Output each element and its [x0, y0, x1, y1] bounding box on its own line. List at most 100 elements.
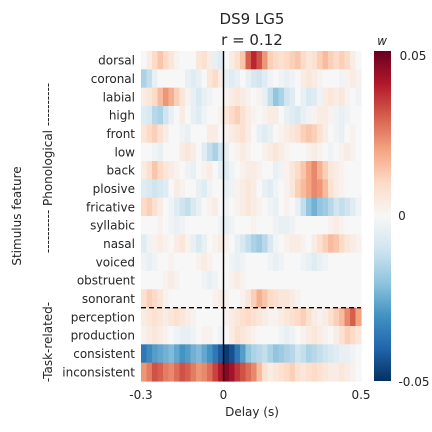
- heatmap-cell: [163, 51, 170, 70]
- heatmap-cell: [344, 124, 351, 144]
- heatmap-cell: [344, 69, 351, 89]
- heatmap-cell: [218, 344, 225, 364]
- heatmap-cell: [174, 326, 181, 345]
- heatmap-cell: [168, 234, 175, 254]
- heatmap-cell: [245, 344, 252, 364]
- heatmap-cell: [141, 197, 148, 217]
- heatmap-cell: [339, 362, 346, 382]
- heatmap-cell: [333, 344, 340, 364]
- heatmap-cell: [157, 362, 164, 382]
- heatmap-cell: [273, 124, 280, 144]
- heatmap-cell: [350, 87, 357, 107]
- heatmap-cell: [339, 326, 346, 345]
- heatmap-cell: [350, 124, 357, 144]
- heatmap-cell: [355, 179, 362, 199]
- heatmap-cell: [168, 179, 175, 199]
- heatmap-cell: [339, 87, 346, 107]
- heatmap-cell: [295, 271, 302, 290]
- heatmap-cell: [207, 344, 214, 364]
- heatmap-cell: [300, 179, 307, 199]
- heatmap-cell: [141, 307, 148, 327]
- heatmap-cell: [141, 179, 148, 199]
- heatmap-cell: [212, 234, 219, 254]
- heatmap-cell: [311, 326, 318, 345]
- heatmap-cell: [229, 252, 236, 272]
- heatmap-cell: [289, 142, 296, 162]
- heatmap-cell: [190, 179, 197, 199]
- heatmap-cell: [240, 307, 247, 327]
- heatmap-cell: [355, 142, 362, 162]
- heatmap-cell: [251, 307, 258, 327]
- heatmap-cell: [223, 51, 230, 70]
- heatmap-cell: [152, 197, 159, 217]
- heatmap-cell: [355, 234, 362, 254]
- x-tick-label: 0: [220, 388, 228, 402]
- heatmap-cell: [273, 252, 280, 272]
- heatmap-cell: [141, 362, 148, 382]
- heatmap-cell: [234, 271, 241, 290]
- heatmap-cell: [207, 106, 214, 125]
- heatmap-cell: [168, 161, 175, 180]
- heatmap-cell: [262, 142, 269, 162]
- heatmap-cell: [306, 307, 313, 327]
- heatmap-cell: [339, 69, 346, 89]
- heatmap-cell: [333, 106, 340, 125]
- heatmap-cell: [306, 252, 313, 272]
- heatmap-cell: [196, 216, 203, 235]
- heatmap-cell: [218, 106, 225, 125]
- heatmap-cell: [267, 234, 274, 254]
- heatmap-cell: [262, 289, 269, 309]
- heatmap-cell: [229, 326, 236, 345]
- heatmap-cell: [295, 197, 302, 217]
- heatmap-cell: [179, 179, 186, 199]
- heatmap-cell: [229, 289, 236, 309]
- heatmap-cell: [289, 326, 296, 345]
- heatmap-cell: [295, 142, 302, 162]
- heatmap-cell: [317, 69, 324, 89]
- heatmap-cell: [146, 289, 153, 309]
- heatmap-cell: [333, 271, 340, 290]
- heatmap-cell: [185, 179, 192, 199]
- heatmap-cell: [317, 362, 324, 382]
- heatmap-cell: [256, 252, 263, 272]
- heatmap-cell: [240, 142, 247, 162]
- heatmap-cell: [284, 307, 291, 327]
- heatmap-cell: [196, 161, 203, 180]
- heatmap-cell: [141, 289, 148, 309]
- heatmap-cell: [185, 51, 192, 70]
- heatmap-cell: [146, 307, 153, 327]
- heatmap-cell: [234, 326, 241, 345]
- heatmap-cell: [234, 142, 241, 162]
- heatmap-cell: [146, 271, 153, 290]
- heatmap-cell: [240, 234, 247, 254]
- heatmap-cell: [212, 161, 219, 180]
- heatmap-cell: [295, 87, 302, 107]
- heatmap-cell: [146, 87, 153, 107]
- heatmap-cell: [240, 326, 247, 345]
- heatmap-cell: [306, 124, 313, 144]
- heatmap-cell: [196, 252, 203, 272]
- heatmap-cell: [289, 69, 296, 89]
- heatmap-cell: [152, 51, 159, 70]
- heatmap-cell: [229, 271, 236, 290]
- heatmap-cell: [256, 161, 263, 180]
- heatmap-cell: [333, 216, 340, 235]
- heatmap-cell: [207, 362, 214, 382]
- heatmap-cell: [223, 179, 230, 199]
- heatmap-cell: [190, 51, 197, 70]
- heatmap-cell: [306, 142, 313, 162]
- heatmap-cell: [141, 124, 148, 144]
- heatmap-cell: [185, 161, 192, 180]
- heatmap-cell: [339, 216, 346, 235]
- heatmap-cell: [185, 142, 192, 162]
- heatmap-cell: [355, 289, 362, 309]
- heatmap-cell: [179, 289, 186, 309]
- heatmap-cell: [322, 69, 329, 89]
- heatmap-cell: [185, 362, 192, 382]
- heatmap-cell: [168, 326, 175, 345]
- heatmap-cell: [333, 179, 340, 199]
- heatmap-cell: [262, 87, 269, 107]
- heatmap-cell: [333, 124, 340, 144]
- heatmap-cell: [306, 106, 313, 125]
- heatmap-cell: [190, 307, 197, 327]
